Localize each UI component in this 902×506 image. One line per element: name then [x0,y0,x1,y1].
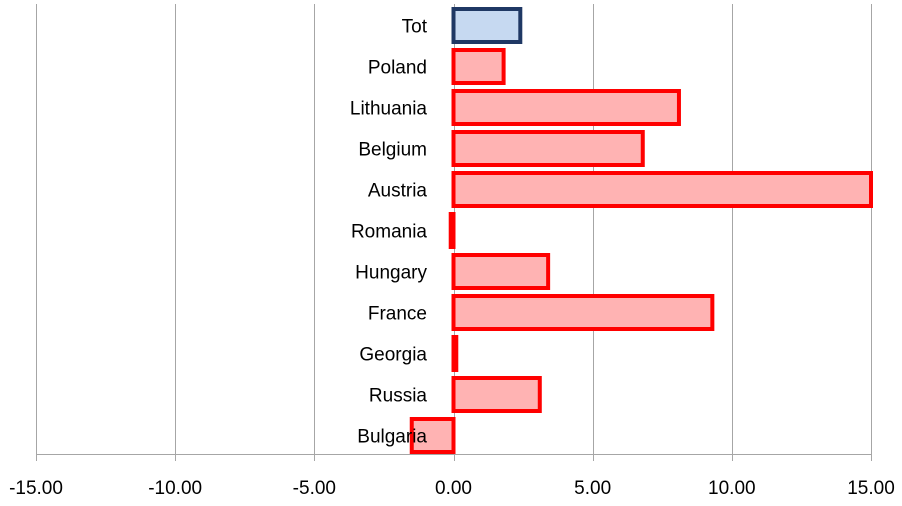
category-label: France [368,304,427,325]
category-label: Poland [368,58,427,79]
x-tick-label: -10.00 [148,478,202,499]
x-tick-label: -5.00 [293,478,336,499]
x-tick-label: 15.00 [847,478,895,499]
x-tick-label: -15.00 [9,478,63,499]
bar-bulgaria [409,417,456,454]
bar-georgia [451,335,459,372]
category-label: Lithuania [350,99,428,120]
bar-tot [451,7,523,44]
bar-poland [451,48,506,85]
x-tick-label: 0.00 [435,478,472,499]
bar-france [451,294,715,331]
bar-romania [448,212,456,249]
category-label: Russia [369,386,428,407]
category-label: Hungary [355,263,427,284]
bar-lithuania [451,89,681,126]
category-label: Romania [351,222,427,243]
category-labels: Tot Poland Lithuania Belgium Austria Romania H… [350,17,428,448]
category-label: Austria [368,181,428,202]
bar-hungary [451,253,551,290]
bar-austria [451,171,873,208]
x-axis: -15.00 -10.00 -5.00 0.00 5.00 10.00 15.00 [9,4,895,499]
x-tick-label: 5.00 [574,478,611,499]
bars [409,7,873,454]
bar-belgium [451,130,645,167]
bar-russia [451,376,542,413]
x-tick-label: 10.00 [708,478,756,499]
category-label: Belgium [358,140,427,161]
category-label: Bulgaria [357,427,427,448]
category-label: Georgia [359,345,427,366]
category-label: Tot [402,17,428,38]
